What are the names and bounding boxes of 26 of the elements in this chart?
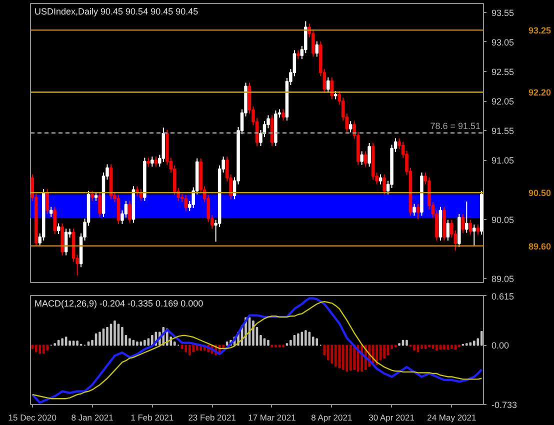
x-tick-label: 1 Feb 2021	[130, 412, 174, 422]
chart-title: MACD(12,26,9) -0.204 -0.335 0.169 0.000	[34, 298, 204, 308]
x-tick-label: 8 Jan 2021	[71, 412, 114, 422]
ref-line-label: 89.60	[528, 241, 552, 252]
y-tick-label: 92.55	[492, 66, 514, 77]
y-tick-label: -0.733	[492, 400, 518, 410]
y-tick-label: 89.05	[492, 274, 514, 284]
y-tick-label: 90.05	[492, 214, 514, 225]
y-tick-label: 0.00	[492, 340, 510, 351]
y-tick-label: 93.05	[492, 37, 514, 48]
y-tick-label: 93.55	[492, 8, 514, 18]
x-tick-label: 15 Dec 2020	[8, 412, 57, 422]
y-tick-label: 91.05	[492, 156, 514, 166]
x-tick-label: 24 May 2021	[427, 412, 477, 422]
ref-line-label: 78.6 = 91.51	[430, 120, 480, 131]
y-tick-label: 92.05	[492, 96, 514, 107]
x-tick-label: 8 Apr 2021	[311, 412, 352, 422]
ref-line-label: 93.25	[528, 26, 552, 36]
x-tick-label: 30 Apr 2021	[368, 412, 415, 422]
ref-line-label: 90.50	[528, 188, 552, 198]
x-tick-label: 23 Feb 2021	[188, 412, 236, 422]
chart-title: USDIndex,Daily 90.45 90.54 90.45 90.45	[34, 6, 198, 16]
y-tick-label: 0.615	[492, 292, 514, 302]
x-tick-label: 17 Mar 2021	[248, 412, 296, 422]
ref-line-label: 92.20	[528, 88, 552, 98]
y-tick-label: 91.55	[492, 126, 514, 136]
